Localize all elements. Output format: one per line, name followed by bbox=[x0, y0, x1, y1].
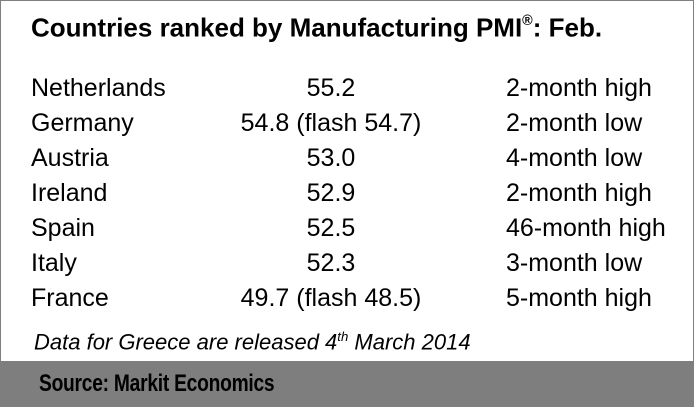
table-row: Germany 54.8 (flash 54.7) 2-month low bbox=[1, 106, 693, 141]
table-row: Italy 52.3 3-month low bbox=[1, 246, 693, 281]
figure-title: Countries ranked by Manufacturing PMI®: … bbox=[1, 1, 693, 43]
country-name: Ireland bbox=[31, 178, 108, 207]
pmi-value: 52.3 bbox=[306, 248, 356, 277]
ordinal-suffix: th bbox=[337, 328, 349, 344]
trend-note: 3-month low bbox=[506, 248, 643, 277]
trend-note: 2-month high bbox=[506, 178, 652, 207]
pmi-value: 49.7 (flash 48.5) bbox=[240, 283, 422, 312]
registered-trademark-symbol: ® bbox=[522, 13, 533, 29]
trend-note: 2-month high bbox=[506, 73, 652, 102]
country-name: Spain bbox=[31, 213, 95, 242]
trend-note: 4-month low bbox=[506, 143, 643, 172]
country-name: Austria bbox=[31, 143, 109, 172]
country-name: Netherlands bbox=[31, 73, 166, 102]
table-row: France 49.7 (flash 48.5) 5-month high bbox=[1, 281, 693, 316]
country-name: Italy bbox=[31, 248, 77, 277]
table-row: Netherlands 55.2 2-month high bbox=[1, 71, 693, 106]
pmi-value: 53.0 bbox=[306, 143, 356, 172]
pmi-value: 54.8 (flash 54.7) bbox=[240, 108, 422, 137]
source-bar: Source: Markit Economics bbox=[1, 361, 693, 406]
title-text: Countries ranked by Manufacturing PMI bbox=[31, 12, 523, 43]
pmi-value: 55.2 bbox=[306, 73, 356, 102]
footnote-date: March 2014 bbox=[348, 328, 471, 354]
pmi-value: 52.5 bbox=[306, 213, 356, 242]
trend-note: 46-month high bbox=[506, 213, 666, 242]
country-name: France bbox=[31, 283, 109, 312]
table-row: Spain 52.5 46-month high bbox=[1, 211, 693, 246]
trend-note: 2-month low bbox=[506, 108, 643, 137]
source-label: Source: Markit Economics bbox=[39, 369, 275, 397]
pmi-table: Netherlands 55.2 2-month high Germany 54… bbox=[1, 71, 693, 316]
table-row: Ireland 52.9 2-month high bbox=[1, 176, 693, 211]
title-month: : Feb. bbox=[532, 12, 603, 43]
table-row: Austria 53.0 4-month low bbox=[1, 141, 693, 176]
footnote-text: Data for Greece are released 4 bbox=[34, 328, 338, 354]
pmi-value: 52.9 bbox=[306, 178, 356, 207]
greece-footnote: Data for Greece are released 4th March 2… bbox=[1, 324, 693, 355]
country-name: Germany bbox=[31, 108, 134, 137]
trend-note: 5-month high bbox=[506, 283, 652, 312]
